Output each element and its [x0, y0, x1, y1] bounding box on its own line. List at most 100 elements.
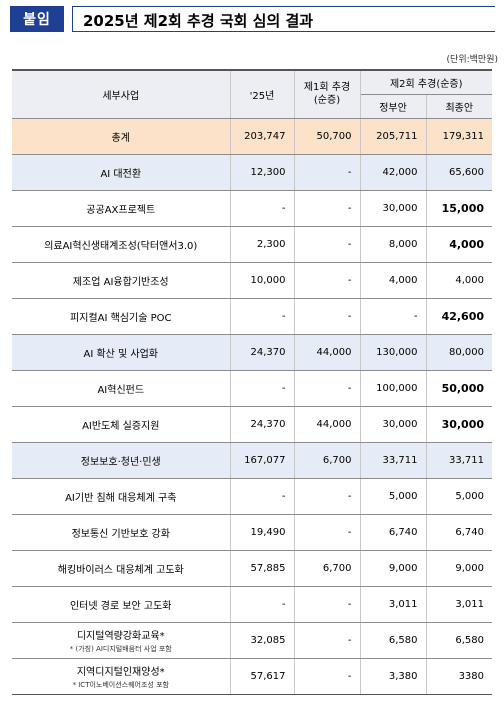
- cell-government-proposal: 33,711: [360, 442, 427, 479]
- row-name: 정보통신 기반보호 강화: [71, 528, 170, 540]
- table-row: AI기반 침해 대응체계 구축 - -5,000 5,000: [12, 478, 493, 515]
- row-name: AI반도체 실증지원: [82, 420, 160, 432]
- budget-table: 세부사업 '25년 제1회 추경 (순증) 제2회 추경(순증) 정부안 최종안…: [12, 69, 493, 695]
- cell-first-supplementary: -: [294, 514, 361, 551]
- cell-2025: 57,617: [230, 658, 295, 695]
- table-row: 정보보호·청년·민생 167,077 6,700 33,711 33,711: [12, 442, 493, 479]
- page-title: 2025년 제2회 추경 국회 심의 결과: [83, 12, 314, 30]
- table-row: 총계 203,747 50,700 205,711 179,311: [12, 118, 493, 155]
- cell-first-supplementary: -: [294, 622, 361, 659]
- table-row: 지역디지털인재양성* * ICT이노베이션스퀘어조성 포함 57,617-3,380…: [12, 658, 493, 695]
- row-name: 제조업 AI융합기반조성: [72, 276, 169, 288]
- table-row: 인터넷 경로 보안 고도화 - -3,011 3,011: [12, 586, 493, 623]
- cell-first-supplementary: 6,700: [294, 442, 361, 479]
- row-name-cell: AI기반 침해 대응체계 구축: [12, 478, 231, 515]
- cell-2025: 12,300: [230, 154, 295, 191]
- row-name-cell: 제조업 AI융합기반조성: [12, 262, 231, 299]
- cell-2025: -: [230, 478, 295, 515]
- header-final-proposal: 최종안: [426, 94, 493, 119]
- cell-first-supplementary: 44,000: [294, 334, 361, 371]
- row-name: 의료AI혁신생태계조성(닥터앤서3.0): [44, 240, 198, 252]
- row-name: 총계: [111, 132, 130, 144]
- cell-first-supplementary: -: [294, 370, 361, 407]
- table-row: 디지털역량강화교육* * (가칭) AI디지털배움터 사업 포함 32,085-6,…: [12, 622, 493, 659]
- row-name: 공공AX프로젝트: [86, 204, 156, 216]
- header-government-proposal: 정부안: [360, 94, 427, 119]
- title-box: 2025년 제2회 추경 국회 심의 결과: [72, 6, 495, 32]
- cell-government-proposal: 8,000: [360, 226, 427, 263]
- cell-final-proposal: 4,000: [426, 262, 493, 299]
- row-name-cell: 의료AI혁신생태계조성(닥터앤서3.0): [12, 226, 231, 263]
- header-2025: '25년: [230, 69, 295, 119]
- cell-2025: 203,747: [230, 118, 295, 155]
- cell-final-proposal: 9,000: [426, 550, 493, 587]
- cell-government-proposal: 6,740: [360, 514, 427, 551]
- cell-final-proposal: 15,000: [426, 190, 493, 227]
- row-note: * (가칭) AI디지털배움터 사업 포함: [69, 644, 172, 653]
- table-row: AI 대전환 12,300-42,000 65,600: [12, 154, 493, 191]
- cell-final-proposal: 33,711: [426, 442, 493, 479]
- cell-final-proposal: 50,000: [426, 370, 493, 407]
- header-item: 세부사업: [12, 69, 231, 119]
- cell-first-supplementary: 50,700: [294, 118, 361, 155]
- cell-2025: 24,370: [230, 406, 295, 443]
- cell-first-supplementary: -: [294, 262, 361, 299]
- table-row: AI 확산 및 사업화 24,370 44,000 130,000 80,000: [12, 334, 493, 371]
- cell-first-supplementary: -: [294, 586, 361, 623]
- cell-first-supplementary: -: [294, 190, 361, 227]
- cell-first-supplementary: 44,000: [294, 406, 361, 443]
- table-row: AI혁신펀드 - -100,000 50,000: [12, 370, 493, 407]
- row-name: 디지털역량강화교육*: [76, 630, 165, 642]
- cell-government-proposal: 30,000: [360, 406, 427, 443]
- row-name-cell: 해킹바이러스 대응체계 고도화: [12, 550, 231, 587]
- cell-first-supplementary: -: [294, 226, 361, 263]
- header-second-supplementary: 제2회 추경(순증): [360, 69, 493, 95]
- cell-government-proposal: 6,580: [360, 622, 427, 659]
- cell-first-supplementary: 6,700: [294, 550, 361, 587]
- row-name: 지역디지털인재양성*: [76, 666, 165, 678]
- row-name: 피지컬AI 핵심기술 POC: [70, 312, 172, 324]
- cell-2025: 57,885: [230, 550, 295, 587]
- cell-2025: 167,077: [230, 442, 295, 479]
- row-name-cell: 정보보호·청년·민생: [12, 442, 231, 479]
- cell-final-proposal: 179,311: [426, 118, 493, 155]
- cell-final-proposal: 6,580: [426, 622, 493, 659]
- cell-final-proposal: 3,011: [426, 586, 493, 623]
- cell-government-proposal: 100,000: [360, 370, 427, 407]
- row-name-cell: 디지털역량강화교육* * (가칭) AI디지털배움터 사업 포함: [12, 622, 231, 659]
- cell-final-proposal: 80,000: [426, 334, 493, 371]
- row-name-cell: 지역디지털인재양성* * ICT이노베이션스퀘어조성 포함: [12, 658, 231, 695]
- row-name-cell: 피지컬AI 핵심기술 POC: [12, 298, 231, 335]
- row-name: 인터넷 경로 보안 고도화: [69, 600, 172, 612]
- table-body: 총계 203,747 50,700 205,711 179,311 AI 대전환 12,30…: [12, 118, 493, 695]
- cell-government-proposal: -: [360, 298, 427, 335]
- row-name-cell: AI 확산 및 사업화: [12, 334, 231, 371]
- row-name-cell: AI혁신펀드: [12, 370, 231, 407]
- cell-final-proposal: 3380: [426, 658, 493, 695]
- row-name-cell: AI 대전환: [12, 154, 231, 191]
- table-row: 제조업 AI융합기반조성 10,000-4,000 4,000: [12, 262, 493, 299]
- cell-government-proposal: 5,000: [360, 478, 427, 515]
- cell-final-proposal: 42,600: [426, 298, 493, 335]
- row-name: 정보보호·청년·민생: [80, 456, 161, 468]
- cell-final-proposal: 4,000: [426, 226, 493, 263]
- row-name-cell: AI반도체 실증지원: [12, 406, 231, 443]
- table-row: 피지컬AI 핵심기술 POC - - -42,600: [12, 298, 493, 335]
- cell-government-proposal: 4,000: [360, 262, 427, 299]
- row-name-cell: 공공AX프로젝트: [12, 190, 231, 227]
- row-name-cell: 인터넷 경로 보안 고도화: [12, 586, 231, 623]
- document-header: 붙임 2025년 제2회 추경 국회 심의 결과: [10, 6, 495, 32]
- cell-government-proposal: 30,000: [360, 190, 427, 227]
- row-name: AI 확산 및 사업화: [83, 348, 159, 360]
- cell-final-proposal: 5,000: [426, 478, 493, 515]
- table-row: 의료AI혁신생태계조성(닥터앤서3.0) 2,300-8,000 4,000: [12, 226, 493, 263]
- cell-government-proposal: 42,000: [360, 154, 427, 191]
- cell-first-supplementary: -: [294, 478, 361, 515]
- cell-final-proposal: 65,600: [426, 154, 493, 191]
- cell-final-proposal: 6,740: [426, 514, 493, 551]
- row-name-cell: 총계: [12, 118, 231, 155]
- row-note: * ICT이노베이션스퀘어조성 포함: [72, 680, 169, 689]
- row-name: AI기반 침해 대응체계 구축: [65, 492, 177, 504]
- table-row: AI반도체 실증지원 24,370 44,000 30,000 30,000: [12, 406, 493, 443]
- cell-government-proposal: 205,711: [360, 118, 427, 155]
